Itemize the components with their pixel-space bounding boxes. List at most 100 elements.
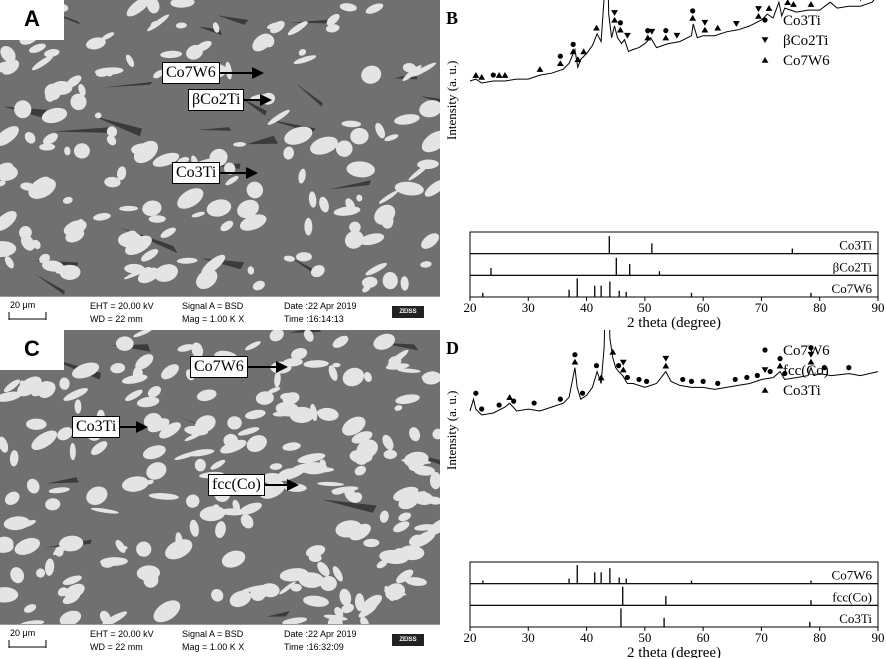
sem-particle [255, 391, 274, 405]
peak-marker [688, 378, 695, 384]
sem-particle [332, 335, 349, 348]
sem-particle [20, 620, 45, 624]
signal-text: Signal A = BSD [182, 301, 244, 311]
sem-particle [215, 521, 226, 539]
panel-label-c: C [0, 330, 64, 370]
xrd-pattern-line [469, 0, 875, 84]
sem-particle [393, 521, 410, 533]
sem-particle [148, 493, 179, 500]
sem-particle [160, 227, 176, 238]
sem-particle [411, 62, 437, 77]
peak-marker [495, 72, 503, 78]
sem-particle [220, 508, 246, 516]
arrow-right-icon [264, 479, 299, 491]
sem-particle [240, 514, 254, 529]
sem-particle [146, 0, 160, 14]
sem-particle [359, 233, 385, 246]
sem-matrix [0, 0, 440, 296]
peak-marker [732, 376, 738, 383]
peak-marker [623, 32, 631, 39]
peak-marker [689, 14, 697, 21]
x-tick-label: 50 [638, 300, 651, 315]
peak-marker [616, 26, 624, 33]
sem-particle [304, 217, 313, 236]
arrow-right-icon [244, 94, 273, 106]
sem-particle [388, 356, 402, 367]
sem-particle [342, 416, 366, 436]
sem-particle [177, 344, 194, 352]
sem-particle [136, 565, 161, 581]
sem-particle [174, 451, 199, 460]
annotation-label: Co7W6 [162, 62, 220, 84]
sem-particle [196, 389, 217, 402]
annotation-co3ti-a: Co3Ti [172, 162, 259, 184]
sem-particle [384, 585, 394, 602]
peak-marker [859, 0, 862, 2]
time-text: Time :16:14:13 [284, 314, 344, 324]
sem-particle [341, 120, 362, 128]
sem-particle [141, 248, 159, 262]
sem-particle [106, 135, 117, 146]
sem-particle [91, 441, 108, 456]
reference-label: fcc(Co) [832, 589, 872, 604]
sem-particle [227, 416, 242, 430]
peak-marker [570, 41, 576, 48]
peak-marker [680, 376, 686, 383]
sem-particle [0, 45, 16, 63]
legend-label: Co3Ti [783, 13, 821, 29]
peak-marker [765, 5, 773, 11]
sem-particle [305, 545, 326, 558]
sem-particle [220, 220, 234, 232]
legend-marker [761, 367, 769, 373]
sem-particle [362, 284, 371, 293]
peak-marker [776, 362, 784, 369]
peak-marker [644, 378, 650, 384]
x-axis-label: 2 theta (degree) [627, 315, 721, 330]
sem-particle [394, 114, 420, 125]
sem-particle [360, 594, 383, 613]
sem-particle [392, 548, 408, 559]
reference-box [469, 253, 879, 276]
sem-particle [221, 550, 246, 568]
peak-marker [807, 1, 815, 7]
sem-particle [19, 380, 28, 391]
sem-particle [325, 24, 340, 33]
x-tick-label: 30 [522, 300, 535, 315]
peak-marker [663, 28, 669, 34]
legend-marker [761, 387, 769, 393]
annotation-bco2ti-a: βCo2Ti [188, 89, 273, 111]
sem-particle [48, 487, 70, 494]
sem-particle [206, 199, 232, 217]
sem-dark-phase [94, 116, 143, 137]
sem-particle [43, 132, 58, 145]
sem-particle [361, 276, 378, 288]
peak-marker [501, 72, 509, 78]
sem-particle [395, 394, 420, 405]
legend-marker [762, 347, 768, 353]
peak-marker [571, 358, 579, 365]
sem-dark-phase [328, 180, 372, 190]
sem-particle [106, 126, 118, 138]
sem-particle [246, 181, 264, 199]
sem-particle [284, 126, 313, 145]
sem-dark-phase [246, 135, 279, 145]
sem-particle [154, 264, 178, 282]
sem-particle [356, 194, 363, 202]
sem-particle [133, 140, 159, 164]
zeiss-logo: ZEISS [392, 634, 424, 646]
sem-particle [44, 48, 60, 58]
scale-bar-label: 20 μm [10, 300, 36, 310]
annotation-label: fcc(Co) [208, 474, 265, 496]
sem-particle [59, 377, 70, 390]
peak-marker [821, 365, 827, 371]
sem-particle [0, 587, 19, 603]
sem-particle [365, 3, 384, 14]
sem-particle [396, 569, 414, 584]
sem-particle [100, 557, 128, 566]
sem-particle [349, 449, 373, 464]
peak-marker [701, 26, 709, 33]
x-tick-label: 70 [755, 630, 768, 645]
x-tick-label: 60 [697, 630, 710, 645]
sem-particle [346, 161, 375, 178]
sem-particle [199, 506, 226, 522]
